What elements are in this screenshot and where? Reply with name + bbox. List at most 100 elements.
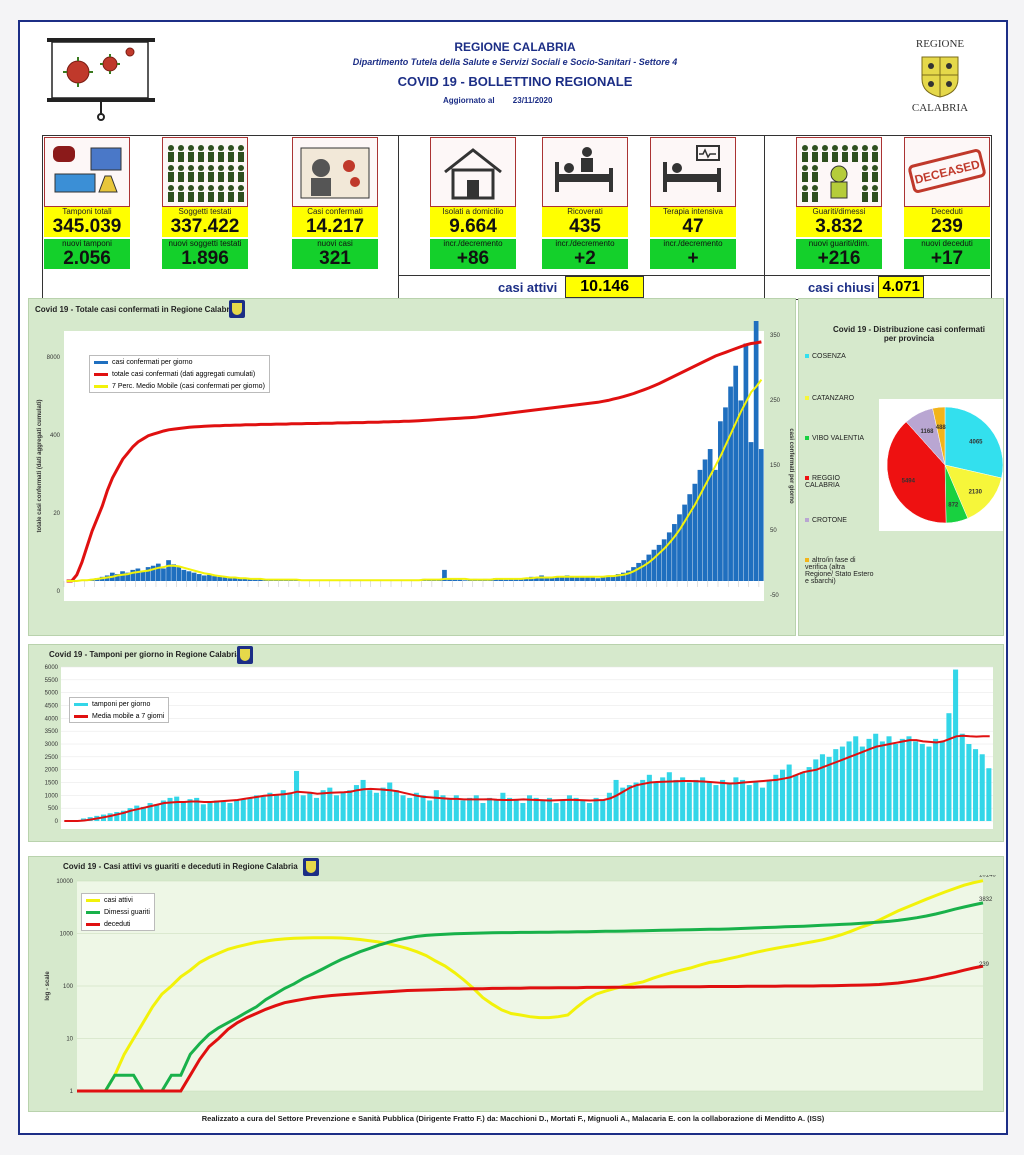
- legend-entry: 7 Perc. Medio Mobile (casi confermati pe…: [90, 380, 269, 392]
- tests-bar: [580, 800, 586, 821]
- tests-bar: [680, 777, 686, 821]
- tests-bar: [120, 810, 126, 821]
- pie-slice-label: 872: [948, 503, 959, 509]
- tests-bar: [160, 800, 166, 821]
- tests-bar: [666, 772, 672, 821]
- daily-cases-bar: [227, 578, 233, 581]
- kpi-card: DECEASED Deceduti 239 nuovi deceduti +17: [904, 137, 992, 271]
- tests-bar: [513, 800, 519, 821]
- pie-legend-label: COSENZA: [812, 353, 846, 360]
- pie-legend-label: altro/in fase di verifica (altra Regione…: [805, 557, 874, 585]
- legend-entry: Media mobile a 7 giorni: [70, 710, 168, 722]
- kpi-sub-value: +216: [796, 249, 882, 269]
- tests-bar: [333, 795, 339, 821]
- series-end-label: 10146: [979, 875, 996, 879]
- tests-bar: [360, 779, 366, 821]
- tests-bar: [114, 812, 120, 821]
- daily-cases-bar: [626, 570, 631, 581]
- daily-cases-bar: [697, 469, 703, 581]
- daily-cases-bar: [728, 386, 733, 581]
- daily-cases-bar: [544, 576, 550, 581]
- series-line: [77, 964, 984, 1093]
- daily-cases-bar: [247, 578, 253, 581]
- tests-bar: [447, 797, 453, 821]
- kpi-sub-label: incr./decremento: [430, 239, 516, 249]
- daily-cases-bar: [186, 571, 192, 581]
- daily-cases-bar: [620, 572, 626, 581]
- kpi-sub-label: incr./decremento: [542, 239, 628, 249]
- department-subtitle: Dipartimento Tutela della Salute e Servi…: [352, 57, 678, 67]
- daily-cases-bar: [631, 567, 636, 581]
- tests-bar: [187, 799, 193, 821]
- pie-legend-entry: COSENZA: [805, 353, 875, 360]
- tests-bar: [387, 782, 393, 821]
- tests-bar: [507, 797, 513, 821]
- house-icon: [444, 148, 502, 200]
- pie-slice: [944, 464, 1002, 519]
- tests-bar: [706, 782, 712, 821]
- daily-cases-bar: [508, 578, 514, 581]
- y2-tick-label: 150: [770, 463, 781, 469]
- crest-icon: [921, 56, 959, 98]
- kpi-sub-label: nuovi tamponi: [44, 239, 130, 249]
- tests-bar: [533, 797, 539, 821]
- series-line: [77, 901, 984, 1093]
- chart1-title: Covid 19 - Totale casi confermati in Reg…: [35, 305, 237, 314]
- daily-cases-bar: [523, 577, 529, 581]
- chart1-legend: casi confermati per giorno totale casi co…: [89, 355, 270, 393]
- y-axis-label: log - scale: [45, 971, 51, 1001]
- tests-bar: [327, 787, 333, 821]
- legend-swatch: [94, 360, 108, 364]
- daily-cases-bar: [559, 576, 565, 581]
- daily-cases-bar: [242, 578, 248, 581]
- tests-bar: [280, 790, 286, 821]
- kpi-label: Guariti/dimessi: [796, 207, 882, 217]
- daily-cases-bar: [207, 574, 212, 581]
- y-tick-label: 0: [57, 589, 61, 595]
- y-tick-label: 0: [55, 819, 59, 825]
- active-cases-value: 10.146: [565, 276, 645, 298]
- tests-bar: [593, 797, 599, 821]
- daily-cases-bar: [176, 567, 182, 581]
- daily-cases-bar: [191, 572, 197, 581]
- tests-bar: [746, 785, 752, 821]
- kpi-picture: [796, 137, 882, 207]
- pie-slice-label: 488: [936, 425, 947, 431]
- tests-bar: [540, 800, 546, 821]
- pie-legend-swatch: [805, 518, 809, 522]
- series-line: [77, 879, 984, 1093]
- tests-bar: [127, 808, 133, 821]
- pie-slice: [886, 421, 947, 524]
- lab-equipment-icon: [53, 146, 122, 193]
- legend-label: Dimessi guariti: [104, 908, 150, 916]
- tests-bar: [220, 801, 226, 821]
- daily-cases-bar: [569, 576, 575, 581]
- tests-bar: [453, 795, 459, 821]
- y2-tick-label: 50: [770, 528, 777, 534]
- tests-bar: [799, 772, 805, 821]
- daily-cases-bar: [641, 560, 647, 581]
- daily-cases-bar: [145, 567, 151, 581]
- kpi-label: Casi confermati: [292, 207, 378, 217]
- pie-legend-label: REGGIO CALABRIA: [805, 475, 841, 489]
- daily-cases-bar: [753, 321, 759, 581]
- kpi-sub-value: +86: [430, 249, 516, 269]
- tests-panel: Covid 19 - Tamponi per giorno in Regione…: [28, 644, 1004, 842]
- y2-tick-label: 350: [770, 333, 781, 339]
- kpi-sub-value: 321: [292, 249, 378, 269]
- pie-slice-label: 5494: [902, 478, 916, 484]
- daily-cases-bar: [181, 569, 187, 581]
- pie-legend-entry: CROTONE: [805, 517, 875, 524]
- pie-legend-swatch: [805, 558, 809, 562]
- daily-cases-bar: [498, 578, 504, 581]
- daily-cases-bar: [595, 578, 601, 581]
- recovered-person-icon: [802, 145, 878, 202]
- tests-bar: [819, 754, 825, 821]
- pie-legend-label: VIBO VALENTIA: [812, 435, 864, 442]
- daily-cases-bar: [125, 572, 131, 581]
- daily-cases-bar: [217, 576, 222, 581]
- tests-bar: [493, 800, 499, 821]
- pie-title: Covid 19 - Distribuzione casi confermati…: [832, 325, 986, 343]
- daily-cases-bar: [237, 578, 243, 581]
- tests-bar: [227, 803, 233, 821]
